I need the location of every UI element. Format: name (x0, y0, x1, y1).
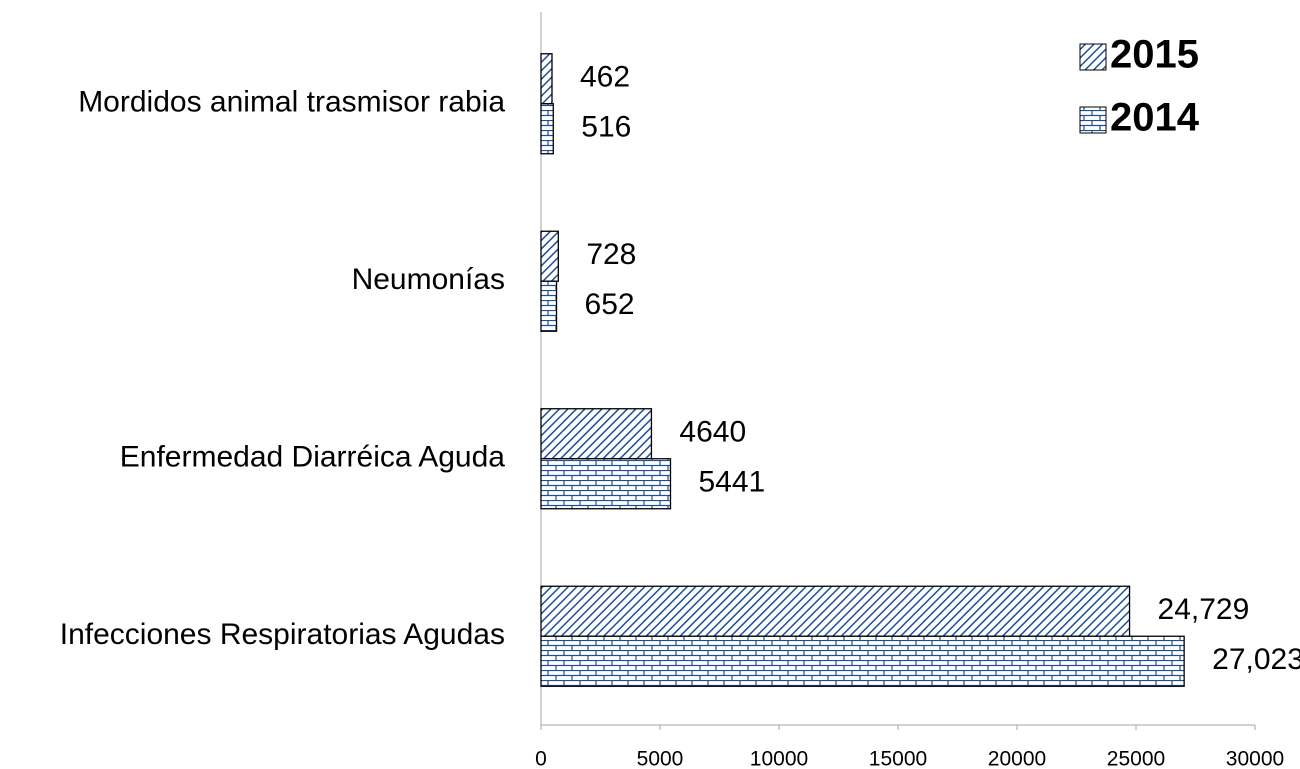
value-label: 516 (581, 111, 631, 144)
category-label: Infecciones Respiratorias Agudas (60, 618, 505, 651)
bar (540, 280, 558, 332)
bar (540, 585, 1131, 637)
x-tick-label: 0 (535, 748, 547, 769)
value-label: 5441 (698, 466, 765, 499)
value-label: 24,729 (1158, 593, 1250, 626)
value-label: 462 (580, 61, 630, 94)
legend-swatch (1079, 106, 1107, 134)
bar (540, 103, 554, 155)
bar (540, 53, 553, 105)
category-label: Enfermedad Diarréica Aguda (120, 441, 506, 474)
x-tick-label: 30000 (1226, 748, 1284, 769)
x-tick-label: 25000 (1107, 748, 1165, 769)
value-label: 728 (586, 238, 636, 271)
bar (540, 230, 559, 282)
category-label: Mordidos animal trasmisor rabia (78, 86, 505, 119)
value-label: 652 (585, 288, 635, 321)
legend-swatch (1079, 43, 1107, 71)
legend-label: 2015 (1110, 33, 1199, 77)
bar (540, 408, 653, 460)
value-label: 27,023 (1212, 643, 1300, 676)
legend-label: 2014 (1110, 96, 1200, 140)
value-label: 4640 (679, 416, 746, 449)
x-tick-label: 10000 (750, 748, 808, 769)
x-tick-label: 20000 (988, 748, 1046, 769)
category-label: Neumonías (352, 263, 505, 296)
bar (540, 635, 1185, 687)
x-tick-label: 15000 (869, 748, 927, 769)
x-tick-label: 5000 (637, 748, 684, 769)
bar (540, 458, 672, 510)
